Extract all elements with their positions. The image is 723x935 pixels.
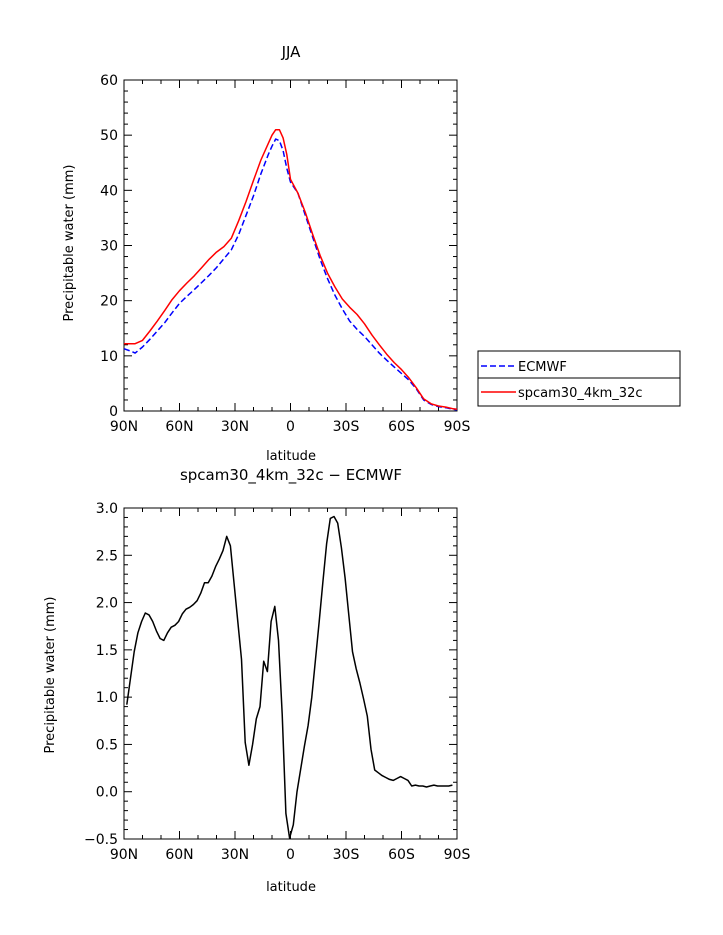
bottom-series-series-0 [126, 515, 453, 839]
bottom-chart-x-axis-label: latitude [266, 880, 316, 895]
bottom-y-tick-label: 0.5 [96, 737, 118, 753]
bottom-chart-y-axis-label: Precipitable water (mm) [43, 597, 58, 754]
bottom-x-tick-label: 0 [286, 847, 295, 863]
top-x-tick-label: 30N [221, 419, 249, 435]
top-y-tick-label: 60 [100, 73, 118, 89]
top-x-tick-label: 90S [444, 419, 471, 435]
top-chart-x-axis-label: latitude [266, 449, 316, 464]
bottom-x-tick-label: 90N [110, 847, 138, 863]
bottom-y-tick-label: 3.0 [96, 501, 118, 517]
top-x-tick-label: 90N [110, 419, 138, 435]
bottom-y-tick-label: 0.0 [96, 785, 118, 801]
bottom-y-tick-label: 1.5 [96, 643, 118, 659]
top-y-tick-label: 50 [100, 128, 118, 144]
bottom-x-tick-label: 30S [333, 847, 360, 863]
bottom-x-tick-label: 60N [165, 847, 193, 863]
top-plot-frame [123, 79, 458, 412]
top-y-tick-label: 0 [109, 404, 118, 420]
bottom-plot-frame [123, 507, 458, 840]
bottom-y-tick-label: 2.0 [96, 596, 118, 612]
top-chart-title: JJA [281, 43, 302, 61]
top-x-tick-label: 60N [165, 419, 193, 435]
bottom-chart-title: spcam30_4km_32c − ECMWF [180, 466, 402, 485]
top-y-tick-label: 40 [100, 183, 118, 199]
bottom-x-tick-label: 60S [388, 847, 415, 863]
legend-label-ecmwf: ECMWF [518, 360, 567, 375]
top-series-spcam30-4km-32c [124, 128, 458, 411]
top-chart: 90N 60N 30N 0 30S 60S 90S 0 10 20 30 40 50 60 [100, 73, 470, 435]
legend: ECMWF spcam30_4km_32c [477, 350, 681, 407]
bottom-y-tick-label: 2.5 [96, 548, 118, 564]
top-y-tick-label: 10 [100, 349, 118, 365]
top-y-tick-label: 30 [100, 239, 118, 255]
bottom-chart: 90N 60N 30N 0 30S 60S 90S −0.5 0.0 0.5 1.0 1.5 2.0 2.… [84, 501, 470, 863]
top-y-tick-label: 20 [100, 294, 118, 310]
top-series-ecmwf [123, 138, 458, 411]
bottom-x-tick-label: 90S [444, 847, 471, 863]
bottom-x-tick-label: 30N [221, 847, 249, 863]
bottom-y-tick-label: 1.0 [96, 690, 118, 706]
top-x-tick-label: 60S [388, 419, 415, 435]
top-x-tick-label: 30S [333, 419, 360, 435]
bottom-y-tick-label: −0.5 [84, 832, 118, 848]
top-x-tick-label: 0 [286, 419, 295, 435]
top-chart-y-axis-label: Precipitable water (mm) [62, 165, 77, 322]
legend-label-spcam30-4km-32c: spcam30_4km_32c [518, 386, 643, 401]
